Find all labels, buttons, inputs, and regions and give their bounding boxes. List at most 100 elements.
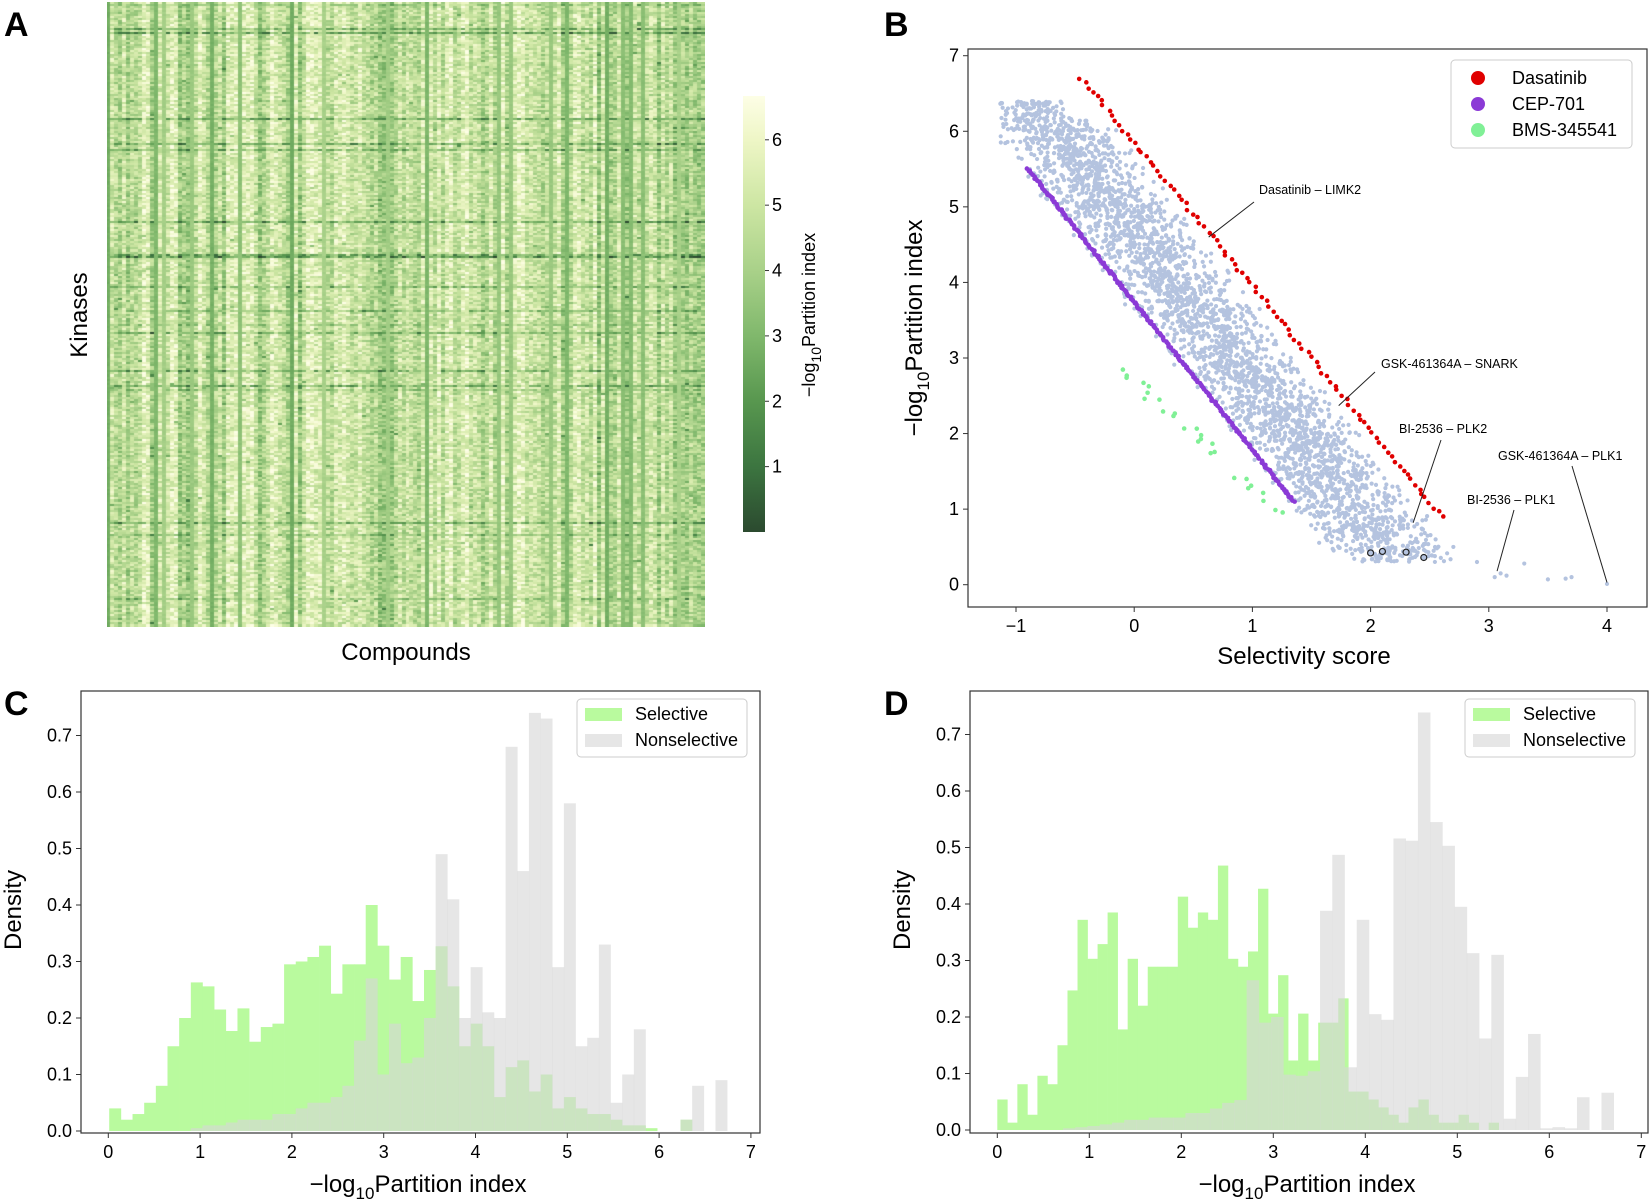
point-other bbox=[1016, 155, 1021, 160]
point-other bbox=[1382, 494, 1387, 499]
point-other bbox=[1319, 454, 1324, 459]
point-other bbox=[1212, 318, 1217, 323]
point-other bbox=[1177, 265, 1182, 270]
point-other bbox=[1335, 459, 1341, 465]
point-other bbox=[1044, 181, 1049, 187]
point-other bbox=[1376, 489, 1381, 495]
point-other bbox=[1308, 428, 1313, 433]
point-other bbox=[1268, 421, 1273, 426]
point-other bbox=[1313, 413, 1318, 418]
point-other bbox=[1286, 454, 1291, 460]
point-other bbox=[1214, 326, 1220, 331]
point-other bbox=[1156, 219, 1161, 224]
point-other bbox=[1283, 368, 1288, 373]
point-other bbox=[1278, 405, 1284, 411]
point-other bbox=[1211, 323, 1217, 328]
point-other bbox=[1153, 284, 1159, 289]
point-other bbox=[1272, 418, 1277, 424]
point-other bbox=[1307, 441, 1312, 446]
point-dasatinib bbox=[1184, 200, 1189, 206]
point-other bbox=[1297, 433, 1303, 438]
point-other bbox=[1030, 119, 1035, 124]
point-other bbox=[1234, 364, 1239, 369]
point-dasatinib bbox=[1274, 314, 1280, 320]
hist-d-y-tick-label: 0.0 bbox=[936, 1120, 961, 1140]
point-other bbox=[1280, 380, 1285, 385]
point-other bbox=[1149, 280, 1154, 285]
point-other bbox=[1045, 150, 1050, 155]
point-other bbox=[1269, 386, 1274, 391]
point-other bbox=[1405, 498, 1410, 503]
point-other bbox=[1055, 190, 1060, 195]
point-other bbox=[1003, 108, 1009, 114]
point-other bbox=[1084, 190, 1089, 196]
point-other bbox=[1072, 127, 1077, 132]
annotation-line bbox=[1412, 439, 1442, 523]
colorbar-tick-label: 4 bbox=[772, 261, 782, 281]
point-other bbox=[1215, 351, 1220, 356]
bar-nonselective bbox=[505, 746, 518, 1131]
point-other bbox=[1312, 430, 1318, 435]
point-other bbox=[1034, 110, 1039, 116]
point-other bbox=[1350, 497, 1355, 503]
point-dasatinib bbox=[1345, 402, 1351, 408]
point-other bbox=[1352, 474, 1358, 479]
hist-c-x-tick-label: 4 bbox=[470, 1142, 480, 1162]
bar-nonselective bbox=[1160, 1117, 1174, 1130]
point-other bbox=[1201, 357, 1207, 362]
point-other bbox=[1416, 545, 1421, 551]
point-dasatinib bbox=[1259, 294, 1265, 300]
point-other bbox=[1201, 349, 1206, 354]
point-other bbox=[1173, 276, 1178, 282]
point-other bbox=[1093, 171, 1098, 177]
point-other bbox=[1228, 386, 1233, 391]
point-other bbox=[1240, 388, 1245, 393]
bar-nonselective bbox=[1576, 1097, 1590, 1130]
point-other bbox=[1192, 324, 1197, 329]
point-other bbox=[1120, 192, 1125, 197]
point-other bbox=[1047, 108, 1053, 113]
point-other bbox=[1192, 300, 1198, 305]
point-other bbox=[1054, 104, 1059, 109]
bar-nonselective bbox=[1540, 1128, 1553, 1130]
point-dasatinib bbox=[1133, 140, 1138, 146]
point-other bbox=[1348, 472, 1353, 478]
point-other bbox=[1276, 433, 1282, 438]
bar-selective bbox=[155, 1085, 168, 1131]
bar-nonselective bbox=[598, 944, 611, 1131]
point-other bbox=[1233, 403, 1238, 408]
point-other bbox=[1115, 199, 1120, 204]
point-other bbox=[1222, 282, 1227, 287]
point-other bbox=[1268, 380, 1274, 385]
point-other bbox=[1294, 470, 1300, 476]
point-other bbox=[1397, 488, 1402, 493]
point-other bbox=[1311, 407, 1317, 412]
hist-c-y-tick-label: 0.6 bbox=[47, 782, 72, 802]
point-other bbox=[1204, 331, 1210, 336]
point-other bbox=[1247, 380, 1252, 385]
point-other bbox=[1319, 408, 1324, 413]
point-other bbox=[1445, 551, 1450, 556]
point-other bbox=[1274, 387, 1280, 393]
point-other bbox=[1117, 255, 1122, 260]
point-other bbox=[1104, 143, 1109, 148]
point-other bbox=[1409, 518, 1415, 523]
point-other bbox=[1135, 257, 1140, 262]
point-other bbox=[1140, 228, 1146, 233]
point-other bbox=[1143, 291, 1148, 296]
point-other bbox=[1191, 344, 1197, 349]
point-other bbox=[1042, 174, 1047, 179]
point-other bbox=[1134, 250, 1139, 255]
point-other bbox=[1281, 389, 1287, 395]
point-other bbox=[1187, 254, 1192, 259]
point-other bbox=[1313, 436, 1318, 442]
point-other bbox=[1337, 426, 1342, 432]
point-other bbox=[1208, 290, 1213, 295]
point-other bbox=[1370, 512, 1375, 517]
point-other bbox=[1349, 448, 1354, 453]
point-other bbox=[1278, 426, 1284, 432]
point-other bbox=[1098, 168, 1103, 173]
point-dasatinib bbox=[1162, 178, 1168, 184]
point-other bbox=[1149, 214, 1155, 219]
point-other bbox=[1395, 484, 1400, 489]
